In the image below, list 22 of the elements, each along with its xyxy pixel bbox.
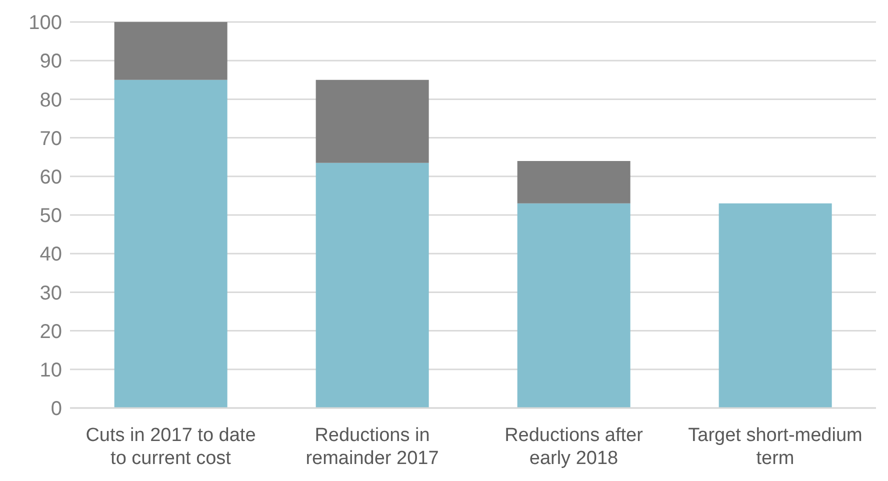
bar bbox=[517, 160, 630, 204]
y-tick-label: 30 bbox=[40, 282, 62, 304]
y-tick-label: 100 bbox=[28, 12, 62, 34]
y-tick-label: 70 bbox=[40, 128, 62, 150]
y-tick-label: 60 bbox=[40, 166, 62, 188]
x-tick-label: Target short-medium term bbox=[688, 425, 862, 469]
y-tick-label: 20 bbox=[40, 320, 62, 343]
bar bbox=[316, 162, 429, 408]
x-tick-label: Reductions after early 2018 bbox=[504, 425, 644, 469]
y-tick-label: 80 bbox=[40, 89, 62, 112]
x-tick-label: Reductions in remainder 2017 bbox=[306, 425, 439, 469]
y-tick-label: 10 bbox=[40, 360, 62, 382]
x-tick-label: Cuts in 2017 to date to current cost bbox=[86, 425, 256, 469]
y-tick-label: 50 bbox=[40, 205, 62, 228]
bar bbox=[114, 80, 228, 408]
bar bbox=[114, 22, 228, 80]
y-tick-label: 0 bbox=[50, 398, 62, 420]
y-tick-label: 90 bbox=[40, 50, 62, 73]
bar bbox=[718, 203, 832, 408]
bar bbox=[517, 203, 630, 408]
bar bbox=[316, 80, 429, 163]
y-tick-label: 40 bbox=[40, 244, 62, 266]
